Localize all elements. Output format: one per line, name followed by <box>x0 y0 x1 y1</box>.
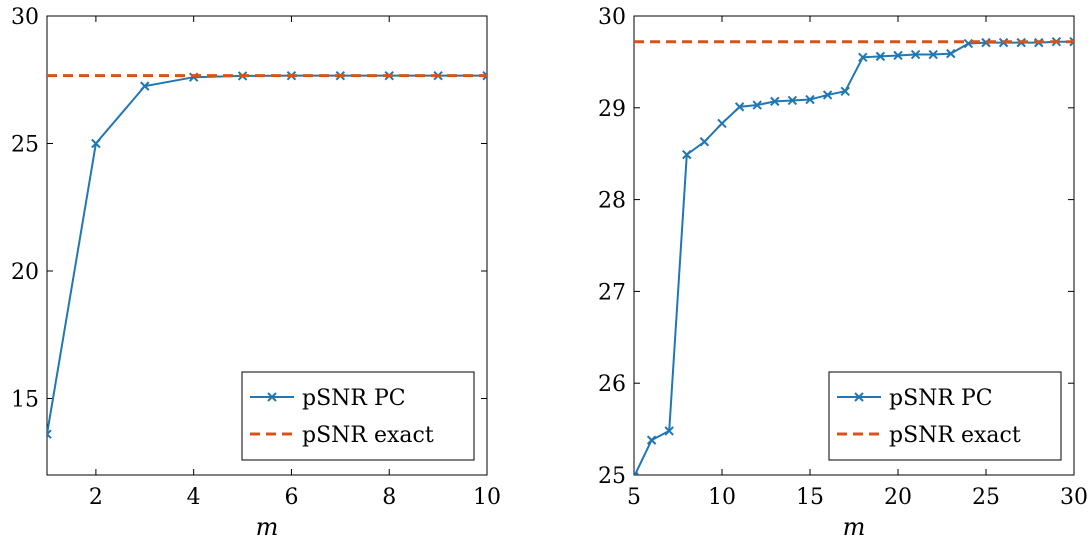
y-tick-label: 15 <box>11 388 39 413</box>
data-point <box>752 100 762 110</box>
axes-frame <box>46 15 488 476</box>
x-tick-label: 10 <box>473 485 501 510</box>
series-line-psnr-pc <box>47 74 487 435</box>
data-point <box>699 137 710 147</box>
data-point <box>634 472 639 475</box>
data-point <box>822 90 833 100</box>
x-tick-label: 5 <box>627 485 641 510</box>
data-point <box>928 49 938 60</box>
data-point <box>1069 36 1074 47</box>
data-point <box>875 51 886 62</box>
x-tick-label: 8 <box>382 485 396 510</box>
x-axis-label: m <box>843 513 866 538</box>
x-tick-label: 15 <box>796 485 824 510</box>
data-point <box>482 70 487 81</box>
x-axis-label: m <box>256 513 279 538</box>
data-point <box>646 435 657 445</box>
y-tick-label: 29 <box>598 97 626 122</box>
data-point <box>664 426 674 436</box>
x-tick-label: 25 <box>972 485 1000 510</box>
legend-label: pSNR exact <box>302 423 434 448</box>
data-point <box>858 52 868 63</box>
data-point <box>770 96 780 107</box>
data-point <box>734 102 745 112</box>
data-point <box>893 50 903 61</box>
data-point <box>140 81 150 91</box>
data-point <box>946 48 956 59</box>
y-tick-label: 20 <box>11 260 39 285</box>
data-point <box>910 49 921 60</box>
plot-area <box>634 36 1074 475</box>
data-point <box>91 138 101 149</box>
x-tick-label: 20 <box>884 485 912 510</box>
legend-box <box>241 371 475 461</box>
data-point <box>840 86 850 96</box>
y-tick-label: 30 <box>598 5 626 30</box>
legend-label: pSNR PC <box>889 386 993 411</box>
x-tick-label: 10 <box>708 485 736 510</box>
chart-2: 5 10 15 20 25 30 25 26 27 28 29 30 m pSNR PC pSNR exac… <box>598 5 1088 538</box>
axes-frame <box>633 15 1075 476</box>
x-tick-label: 6 <box>284 485 298 510</box>
y-tick-label: 25 <box>11 133 39 158</box>
x-tick-label: 4 <box>187 485 201 510</box>
data-point <box>787 95 798 106</box>
data-point <box>717 118 727 129</box>
x-tick-label: 2 <box>89 485 103 510</box>
y-tick-label: 30 <box>11 5 39 30</box>
data-point <box>682 149 692 160</box>
legend: pSNR PC pSNR exact <box>828 371 1062 461</box>
legend-label: pSNR PC <box>302 386 406 411</box>
plot-area <box>47 70 487 439</box>
x-tick-label: 30 <box>1060 485 1088 510</box>
data-point <box>47 429 52 439</box>
data-point <box>805 94 815 105</box>
legend: pSNR PC pSNR exact <box>241 371 475 461</box>
y-tick-label: 27 <box>598 280 626 305</box>
chart-1: 2 4 6 8 10 15 20 25 30 m pSNR PC pSNR exact <box>11 5 501 538</box>
y-tick-label: 25 <box>598 464 626 489</box>
legend-box <box>828 371 1062 461</box>
legend-label: pSNR exact <box>889 423 1021 448</box>
y-tick-label: 26 <box>598 372 626 397</box>
y-tick-label: 28 <box>598 189 626 214</box>
